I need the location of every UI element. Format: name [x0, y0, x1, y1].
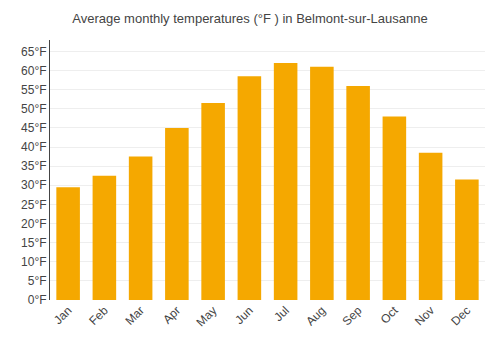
- svg-text:60°F: 60°F: [21, 64, 46, 78]
- svg-text:Jun: Jun: [232, 303, 256, 327]
- svg-text:55°F: 55°F: [21, 83, 46, 97]
- svg-text:20°F: 20°F: [21, 217, 46, 231]
- svg-text:15°F: 15°F: [21, 236, 46, 250]
- svg-text:Mar: Mar: [122, 303, 147, 328]
- svg-text:Dec: Dec: [448, 303, 473, 328]
- svg-text:45°F: 45°F: [21, 121, 46, 135]
- svg-text:30°F: 30°F: [21, 178, 46, 192]
- svg-text:0°F: 0°F: [28, 293, 47, 307]
- svg-text:Sep: Sep: [339, 303, 364, 328]
- svg-text:50°F: 50°F: [21, 102, 46, 116]
- svg-text:Apr: Apr: [160, 303, 183, 326]
- svg-text:25°F: 25°F: [21, 198, 46, 212]
- svg-text:Feb: Feb: [86, 303, 111, 328]
- svg-text:5°F: 5°F: [28, 274, 47, 288]
- svg-text:Oct: Oct: [378, 303, 402, 327]
- svg-text:Nov: Nov: [412, 303, 437, 328]
- svg-text:40°F: 40°F: [21, 140, 46, 154]
- svg-text:Jul: Jul: [271, 303, 292, 324]
- svg-text:65°F: 65°F: [21, 45, 46, 59]
- svg-text:Jan: Jan: [51, 303, 75, 327]
- svg-text:10°F: 10°F: [21, 255, 46, 269]
- svg-text:35°F: 35°F: [21, 159, 46, 173]
- svg-text:May: May: [194, 303, 220, 329]
- svg-text:Aug: Aug: [303, 303, 328, 328]
- svg-text:Average monthly temperatures (: Average monthly temperatures (°F ) in Be…: [72, 11, 427, 26]
